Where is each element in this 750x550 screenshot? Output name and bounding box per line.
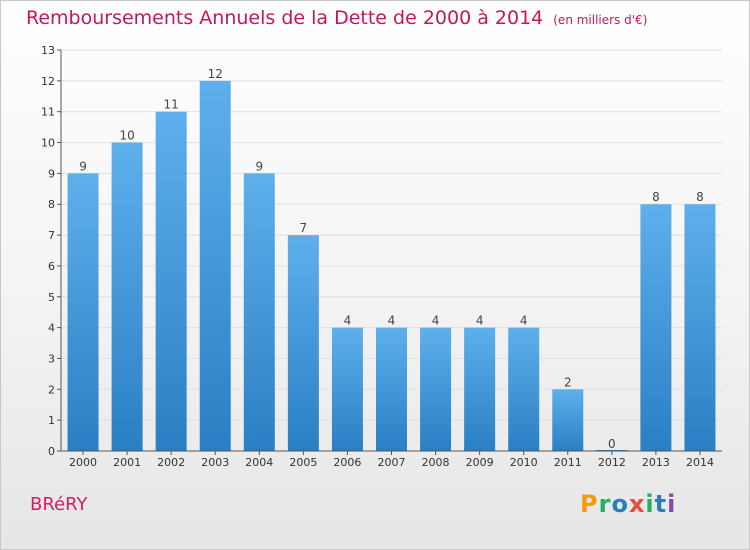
- y-tick-label: 8: [48, 198, 55, 211]
- data-labels: 9 10 11 12 9 7 4 4 4 4 4 2 0 8 8: [79, 67, 704, 451]
- logo-letter: t: [654, 490, 668, 518]
- data-label: 4: [388, 314, 396, 328]
- x-tick-label: 2010: [510, 456, 538, 469]
- y-tick-label: 6: [48, 260, 55, 273]
- y-tick-label: 2: [48, 383, 55, 396]
- data-label: 4: [344, 314, 352, 328]
- logo-letter: r: [598, 490, 612, 518]
- commune-name: BRéRY: [30, 494, 88, 515]
- bar: [684, 204, 716, 451]
- chart-title: Remboursements Annuels de la Dette de 20…: [26, 7, 647, 29]
- y-tick-label: 5: [48, 291, 55, 304]
- y-tick-label: 11: [41, 106, 55, 119]
- x-tick-label: 2002: [157, 456, 185, 469]
- x-tick-label: 2011: [554, 456, 582, 469]
- y-tick-label: 12: [41, 75, 55, 88]
- data-label: 4: [432, 314, 440, 328]
- data-label: 11: [164, 98, 179, 112]
- x-tick-label: 2005: [289, 456, 317, 469]
- proxiti-logo: Proxiti: [580, 490, 676, 518]
- data-label: 9: [255, 159, 263, 173]
- x-tick-label: 2006: [333, 456, 361, 469]
- x-tick-label: 2001: [113, 456, 141, 469]
- x-tick-label: 2013: [642, 456, 670, 469]
- bar: [67, 173, 99, 451]
- bar: [464, 327, 496, 451]
- x-tick-label: 2003: [201, 456, 229, 469]
- y-tick-label: 1: [48, 414, 55, 427]
- bar: [420, 327, 452, 451]
- bar: [199, 80, 231, 451]
- bar: [640, 204, 672, 451]
- data-label: 0: [608, 437, 616, 451]
- bar: [331, 327, 363, 451]
- logo-letter: P: [580, 490, 599, 518]
- data-label: 7: [300, 221, 308, 235]
- x-tick-label: 2012: [598, 456, 626, 469]
- y-tick-label: 4: [48, 322, 55, 335]
- x-tick-label: 2007: [378, 456, 406, 469]
- bars: [67, 80, 716, 452]
- bar: [376, 327, 407, 451]
- data-label: 8: [696, 190, 704, 204]
- x-tick-label: 2014: [686, 456, 714, 469]
- data-label: 10: [119, 129, 134, 143]
- logo-letter: i: [645, 490, 655, 518]
- y-tick-label: 0: [48, 445, 55, 458]
- data-label: 2: [564, 375, 572, 389]
- logo-letter: x: [628, 490, 646, 518]
- y-tick-label: 7: [48, 229, 55, 242]
- x-tick-label: 2000: [69, 456, 97, 469]
- data-label: 9: [79, 159, 87, 173]
- bar: [111, 142, 143, 452]
- x-tick-label: 2009: [466, 456, 494, 469]
- data-label: 8: [652, 190, 660, 204]
- logo-letter: i: [667, 490, 677, 518]
- bar: [508, 327, 540, 451]
- bar: [287, 235, 319, 451]
- y-tick-label: 3: [48, 352, 55, 365]
- bar: [552, 389, 584, 451]
- data-label: 4: [476, 314, 484, 328]
- bar: [243, 173, 275, 451]
- y-tick-label: 13: [41, 44, 55, 57]
- y-tick-label: 9: [48, 167, 55, 180]
- data-label: 4: [520, 314, 528, 328]
- y-tick-label: 10: [41, 137, 55, 150]
- chart-unit: (en milliers d'€): [553, 13, 648, 27]
- data-label: 12: [208, 67, 223, 81]
- chart-title-text: Remboursements Annuels de la Dette de 20…: [26, 7, 544, 29]
- bar: [155, 111, 187, 451]
- x-tick-label: 2008: [422, 456, 450, 469]
- logo-letter: o: [611, 490, 629, 518]
- x-tick-label: 2004: [245, 456, 273, 469]
